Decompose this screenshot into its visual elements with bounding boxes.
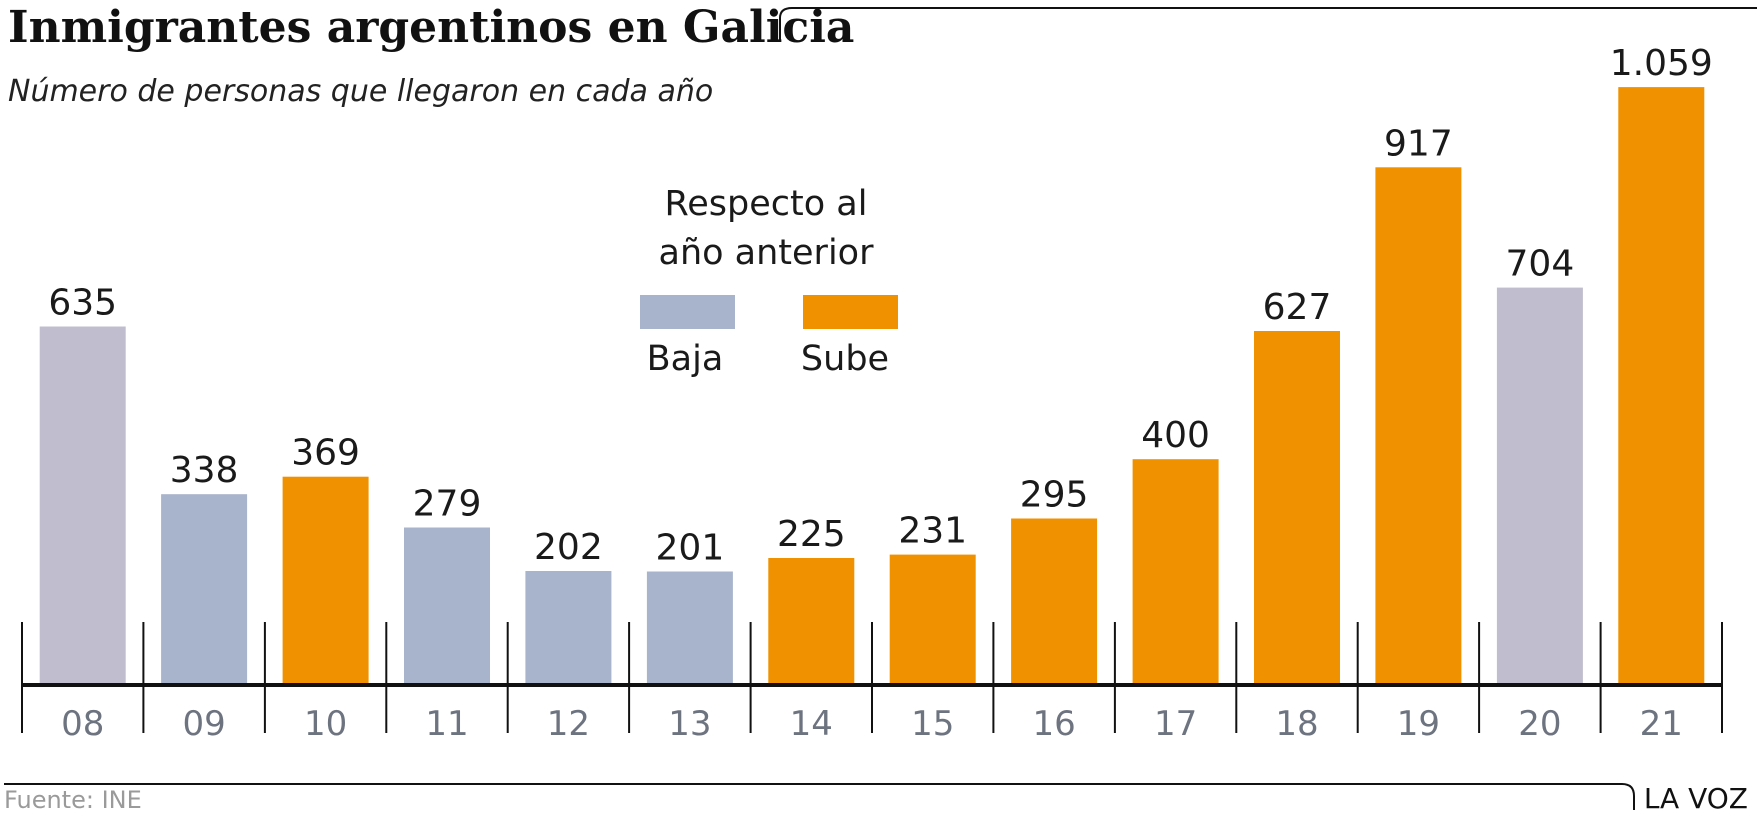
chart-subtitle: Número de personas que llegaron en cada …	[8, 74, 713, 109]
bar-13	[646, 571, 733, 685]
bar-15	[889, 554, 976, 685]
value-label-14: 225	[777, 514, 846, 555]
bar-16	[1011, 518, 1098, 685]
legend-swatch-baja	[640, 295, 735, 329]
footer-frame-line	[4, 783, 1635, 810]
tick-label-09: 09	[182, 704, 225, 744]
tick-label-12: 12	[547, 704, 590, 744]
bar-11	[404, 527, 490, 685]
tick-label-10: 10	[304, 704, 347, 744]
value-label-20: 704	[1506, 244, 1575, 285]
value-label-16: 295	[1020, 475, 1089, 516]
tick-label-19: 19	[1397, 704, 1440, 744]
bar-18	[1254, 331, 1340, 685]
bars-group	[39, 87, 1705, 686]
bar-08	[39, 326, 126, 685]
bar-19	[1375, 167, 1462, 686]
tick-label-21: 21	[1640, 704, 1683, 744]
legend-title-line2: año anterior	[659, 233, 875, 273]
tick-label-13: 13	[668, 704, 711, 744]
header-frame-line	[779, 7, 1757, 40]
tick-label-16: 16	[1032, 704, 1075, 744]
bar-09	[161, 494, 248, 685]
legend: Respecto al año anterior Baja Sube	[640, 184, 898, 379]
bar-20	[1496, 287, 1583, 685]
value-labels-group: 635 338 369 279 202 201 225 231 295 400 627 917 704 1…	[48, 43, 1712, 568]
tick-label-17: 17	[1154, 704, 1197, 744]
value-label-13: 201	[656, 528, 725, 569]
legend-label-sube: Sube	[801, 339, 889, 379]
brand-logo-text: LA VOZ	[1644, 782, 1748, 815]
tick-label-18: 18	[1275, 704, 1318, 744]
x-axis-ticks-group	[21, 622, 1723, 733]
legend-swatch-sube	[803, 295, 898, 329]
value-label-10: 369	[291, 433, 360, 474]
legend-title-line1: Respecto al	[665, 184, 868, 224]
value-label-08: 635	[48, 283, 117, 324]
source-note: Fuente: INE	[4, 786, 142, 814]
value-label-17: 400	[1141, 415, 1210, 456]
value-label-19: 917	[1384, 123, 1453, 164]
bar-14	[768, 558, 855, 685]
tick-label-15: 15	[911, 704, 954, 744]
bar-12	[525, 571, 612, 685]
tick-label-08: 08	[61, 704, 104, 744]
bar-21	[1618, 87, 1705, 686]
value-label-18: 627	[1263, 287, 1332, 328]
x-axis-tick-labels-group: 08 09 10 11 12 13 14 15 16 17 18 19 20 21	[61, 704, 1683, 744]
value-label-15: 231	[898, 511, 967, 552]
bar-10	[282, 476, 369, 685]
value-label-11: 279	[413, 484, 482, 525]
bar-17	[1132, 459, 1219, 685]
value-label-12: 202	[534, 527, 603, 568]
tick-label-14: 14	[790, 704, 833, 744]
value-label-21: 1.059	[1610, 43, 1713, 84]
value-label-09: 338	[170, 450, 239, 491]
tick-label-20: 20	[1518, 704, 1561, 744]
tick-label-11: 11	[425, 704, 468, 744]
legend-label-baja: Baja	[647, 339, 724, 379]
chart-title: Inmigrantes argentinos en Galicia	[8, 2, 854, 53]
